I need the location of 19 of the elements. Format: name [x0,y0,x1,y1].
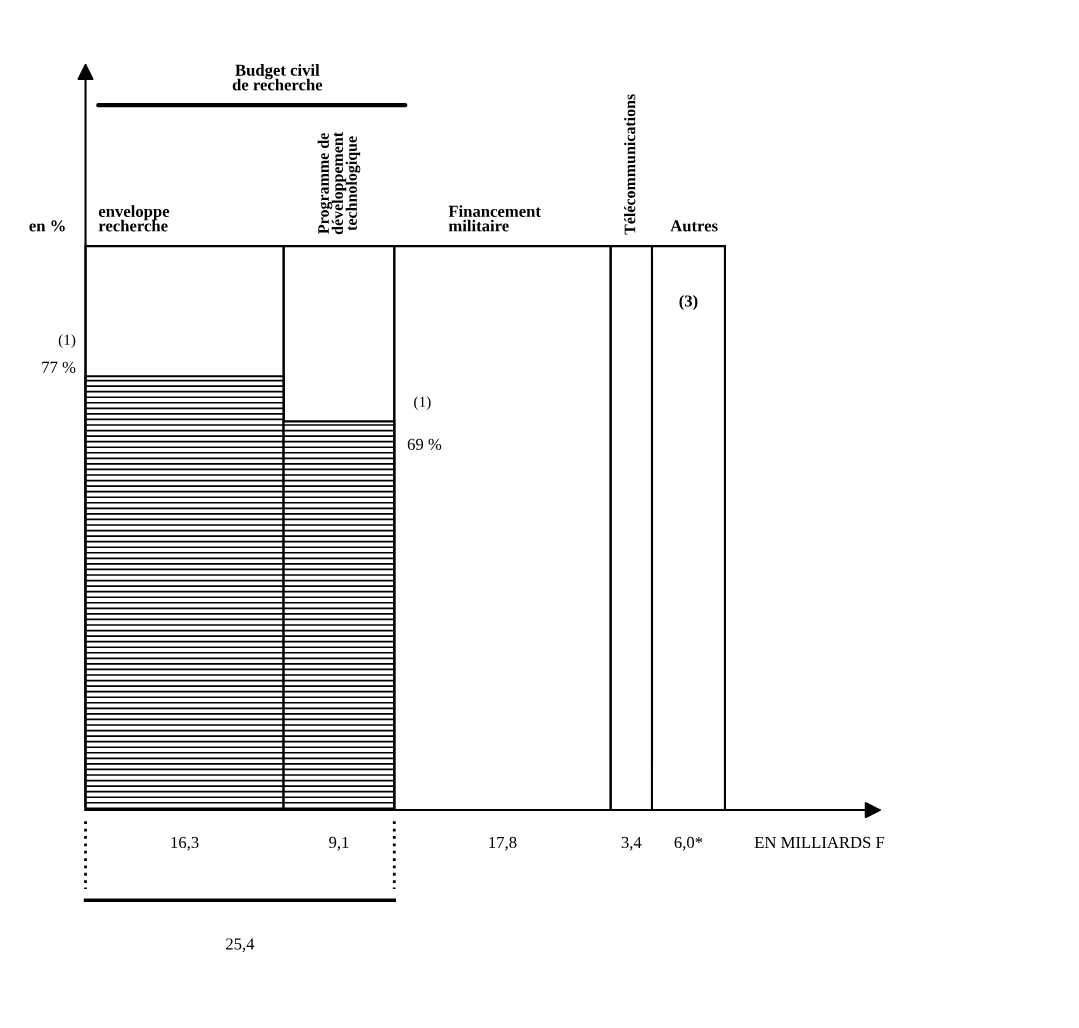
category-label: Télécommunications [624,94,636,235]
text: EN MILLIARDS F [754,836,885,849]
text: (1) [414,396,431,411]
text: (3) [679,294,698,311]
data-label: 17,8 [489,836,517,851]
data-label: 77 % [42,361,76,373]
category-label: Autres [670,220,718,232]
text: (1) [58,334,76,349]
data-label: 69 % [407,438,442,451]
data-label: 9,1 [329,836,349,851]
data-label: 16,3 [171,836,199,851]
text: 25,4 [226,938,255,952]
data-label: 6,0* [674,836,703,851]
category-label: Financement militaire [448,205,541,232]
category-label: enveloppe recherche [98,205,170,232]
text: Budget civil de recherche [232,64,323,91]
text: en % [29,220,65,232]
data-label: 3,4 [621,836,642,851]
category-label: Programme de développement technologique [317,132,361,235]
